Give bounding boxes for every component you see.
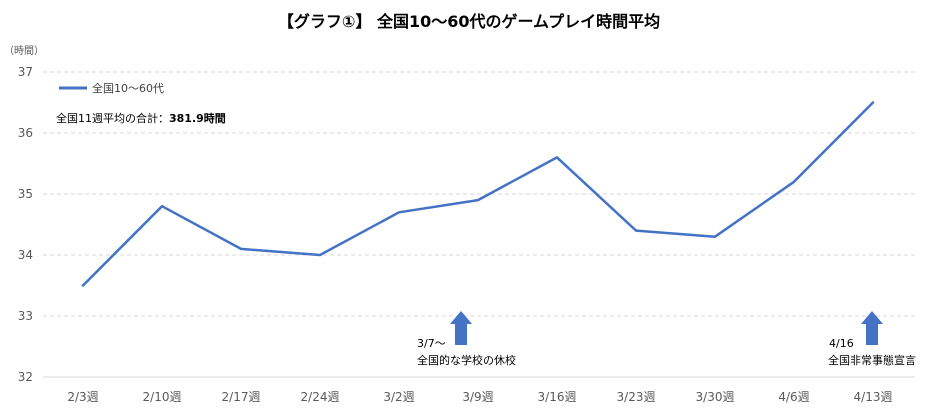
- up-arrow-icon: [450, 311, 472, 345]
- x-tick-labels: 2/3週 2/10週 2/17週 2/24週 3/2週 3/9週 3/16週 3/23週 3/3…: [67, 390, 892, 404]
- x-tick-label: 3/2週: [383, 390, 414, 404]
- annotation-date: 4/16: [829, 337, 854, 350]
- x-tick-label: 3/9週: [462, 390, 493, 404]
- x-tick-label: 4/6週: [778, 390, 809, 404]
- y-tick-label: 36: [18, 126, 33, 140]
- series-line: [81, 101, 875, 287]
- gridlines: [43, 71, 915, 378]
- annotation-school-closure: 3/7〜 全国的な学校の休校: [417, 311, 516, 367]
- annotation-text: 全国的な学校の休校: [417, 353, 516, 367]
- x-tick-label: 2/10週: [143, 390, 182, 404]
- y-axis-unit-label: （時間）: [4, 45, 44, 57]
- total-note-label: 全国11週平均の合計：: [56, 111, 169, 125]
- series-group: [81, 101, 875, 287]
- legend: 全国10〜60代: [59, 81, 164, 95]
- y-tick-label: 32: [18, 370, 33, 384]
- x-tick-label: 3/16週: [538, 390, 577, 404]
- y-tick-label: 37: [18, 65, 33, 79]
- y-tick-label: 33: [18, 309, 33, 323]
- y-tick-label: 35: [18, 187, 33, 201]
- total-note-value: 381.9時間: [169, 111, 226, 125]
- chart-title: 【グラフ①】 全国10〜60代のゲームプレイ時間平均: [278, 12, 660, 31]
- x-tick-label: 4/13週: [854, 390, 893, 404]
- x-tick-label: 3/23週: [617, 390, 656, 404]
- x-tick-label: 2/3週: [67, 390, 98, 404]
- y-tick-label: 34: [18, 248, 33, 262]
- annotation-state-of-emergency: 4/16 全国非常事態宣言: [828, 311, 916, 367]
- x-tick-label: 2/24週: [301, 390, 340, 404]
- up-arrow-icon: [861, 311, 883, 345]
- x-tick-label: 3/30週: [696, 390, 735, 404]
- annotation-text: 全国非常事態宣言: [828, 353, 916, 367]
- legend-label: 全国10〜60代: [92, 81, 164, 95]
- x-tick-label: 2/17週: [222, 390, 261, 404]
- total-note: 全国11週平均の合計：381.9時間: [56, 111, 226, 125]
- annotation-date: 3/7〜: [417, 337, 446, 350]
- y-tick-labels: 32 33 34 35 36 37: [18, 65, 33, 384]
